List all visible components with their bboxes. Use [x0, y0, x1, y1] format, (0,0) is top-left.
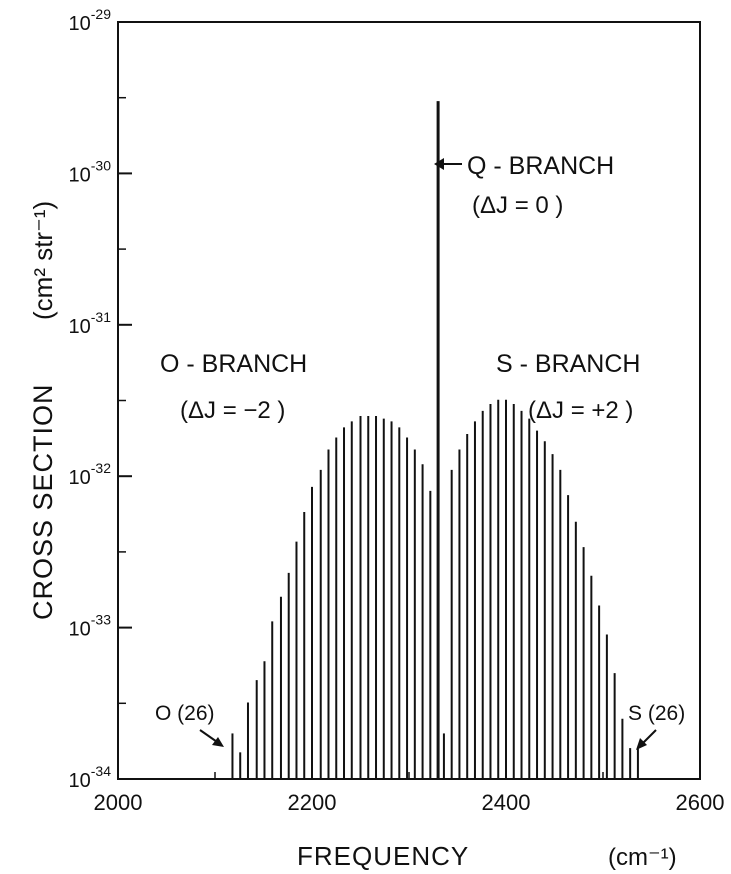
x-tick-label: 2200 — [288, 790, 337, 815]
y-tick-label: 10-31 — [69, 309, 112, 338]
o-branch-label: O - BRANCH — [160, 350, 307, 378]
y-tick-exponent: -29 — [91, 6, 111, 22]
x-tick-label: 2600 — [676, 790, 725, 815]
y-tick-exponent: -34 — [91, 763, 111, 779]
s26-arrow-head — [636, 738, 647, 750]
s-branch-annotation: S - BRANCH (ΔJ = +2 ) — [496, 350, 640, 424]
o26-annotation: O (26) — [155, 702, 224, 747]
s-branch-rule: (ΔJ = +2 ) — [528, 397, 633, 424]
y-tick-label: 10-29 — [69, 6, 112, 35]
x-axis-label: FREQUENCY — [297, 841, 469, 871]
x-tick-label: 2000 — [94, 790, 143, 815]
x-tick-label: 2400 — [482, 790, 531, 815]
x-axis-unit: (cm⁻¹) — [608, 844, 677, 871]
y-tick-label: 10-34 — [69, 763, 112, 792]
q-branch-label: Q - BRANCH — [467, 152, 614, 180]
y-tick-exponent: -33 — [91, 612, 111, 628]
q-branch-arrow-head — [434, 158, 444, 170]
y-tick-label: 10-33 — [69, 612, 112, 641]
y-tick-exponent: -30 — [91, 157, 111, 173]
spectral-lines — [231, 101, 639, 779]
y-axis-ticks: 10-29 10-30 10-31 10-32 10-33 10-34 — [69, 6, 132, 792]
y-axis-unit: (cm² str⁻¹) — [28, 201, 58, 320]
o26-arrow-head — [212, 737, 224, 747]
o-branch-annotation: O - BRANCH (ΔJ = −2 ) — [160, 350, 307, 424]
s26-label: S (26) — [628, 702, 685, 725]
y-axis-label: CROSS SECTION — [28, 383, 58, 620]
x-axis-ticks: 2000 2200 2400 2600 — [94, 767, 725, 815]
y-tick-label: 10-32 — [69, 460, 112, 489]
q-branch-rule: (ΔJ = 0 ) — [472, 192, 563, 219]
y-tick-exponent: -31 — [91, 309, 111, 325]
o26-label: O (26) — [155, 702, 215, 725]
s-branch-label: S - BRANCH — [496, 350, 640, 378]
q-branch-annotation: Q - BRANCH (ΔJ = 0 ) — [434, 152, 614, 219]
o-branch-rule: (ΔJ = −2 ) — [180, 397, 285, 424]
y-tick-label: 10-30 — [69, 157, 112, 186]
s26-annotation: S (26) — [628, 702, 685, 750]
y-tick-exponent: -32 — [91, 460, 111, 476]
